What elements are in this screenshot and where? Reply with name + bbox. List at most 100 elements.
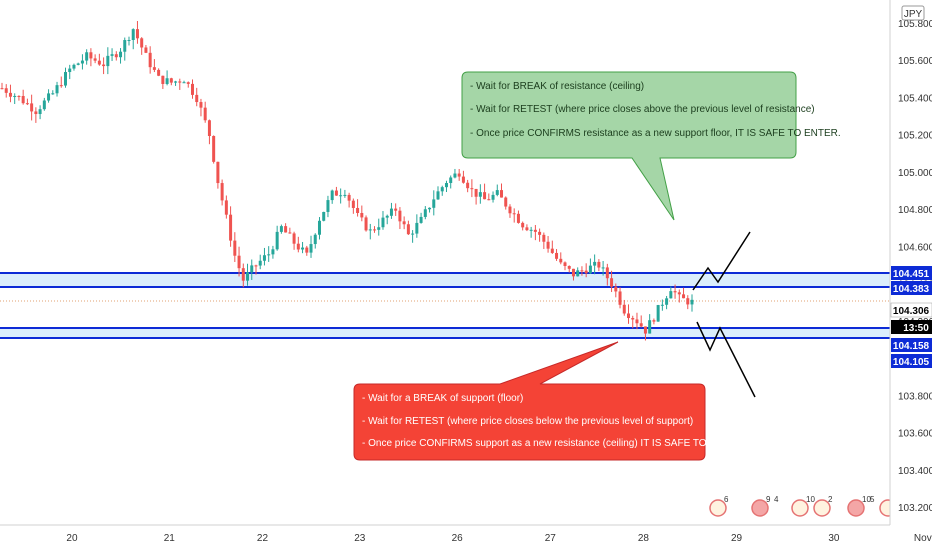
support-callout[interactable]: - Wait for a BREAK of support (floor) - … [353,341,746,461]
candle-body [13,95,17,97]
us-flag-icon[interactable] [847,499,865,517]
candle-body [508,206,512,214]
candle-body [51,93,55,95]
candle-body [478,192,482,197]
candle-body [309,244,313,253]
candle-body [140,38,144,48]
candle-body [186,82,190,84]
price-axis[interactable] [890,0,932,525]
candle-body [224,200,228,215]
candle-body [305,247,309,253]
candle-body [343,194,347,196]
candle-body [317,220,321,235]
currency-badge-box[interactable] [901,5,925,21]
event-icon[interactable] [791,499,809,517]
candle-body [262,255,266,261]
y-tick-label: 105.000 [898,168,932,179]
resistance-callout[interactable]: - Wait for BREAK of resistance (ceiling)… [461,71,841,221]
candle-body [68,68,72,73]
bullish-scenario-line[interactable] [692,231,751,291]
price-tag-label: 104.306 [893,306,930,317]
candle-body [267,254,271,256]
candle-body [432,199,436,208]
candle-body [296,243,300,250]
candle-body [635,319,639,324]
candle-body [212,136,216,162]
event-icon[interactable] [813,499,831,517]
candle-body [110,54,114,56]
candle-body [258,260,262,266]
candle-body [639,323,643,327]
candle-body [512,213,516,215]
candle-body [288,232,292,234]
candle-body [313,234,317,245]
candle-body [190,83,194,95]
price-tag-label: 104.158 [893,341,930,352]
candle-body [233,240,237,256]
candle-body [571,268,575,277]
resistance-callout-line-1: - Wait for BREAK of resistance (ceiling) [470,81,644,92]
candle-body [656,305,660,322]
candle-body [17,95,21,97]
candle-body [254,265,258,267]
candle-body [38,109,42,115]
candle-body [495,190,499,195]
candle-body [457,173,461,177]
candle-body [97,60,101,65]
event-count: 10 [806,495,815,504]
y-tick-label: 105.200 [898,131,932,142]
candle-body [250,265,254,273]
y-tick-label: 103.600 [898,429,932,440]
candle-body [444,183,448,188]
candle-body [63,72,67,86]
candle-body [0,88,4,90]
candle-body [550,248,554,253]
candle-body [127,39,131,41]
price-tag-104158: 104.158 [891,338,932,352]
x-tick-label: 26 [452,533,464,544]
candle-body [470,188,474,190]
candle-body [419,216,423,223]
event-icon[interactable] [709,499,727,517]
candle-body [690,299,694,305]
candle-body [106,55,110,67]
candle-body [643,326,647,334]
y-tick-label: 105.800 [898,19,932,30]
candle-body [229,214,233,241]
candle-body [322,211,326,221]
candle-body [330,190,334,201]
candle-body [148,52,152,68]
candle-body [21,95,25,104]
candle-body [504,197,508,207]
candle-body [178,81,182,83]
candles [0,21,694,341]
candle-body [533,229,537,232]
time-axis[interactable] [0,525,932,550]
x-tick-label: 23 [354,533,366,544]
resistance-zone [0,273,890,287]
candle-body [351,200,355,208]
y-tick-label: 103.800 [898,391,932,402]
bearish-scenario-line[interactable] [696,321,756,398]
candle-body [580,270,584,272]
candle-body [89,52,93,59]
candle-body [576,270,580,277]
candle-body [423,209,427,217]
time-badge: 13:50 [891,320,932,334]
candle-body [597,261,601,268]
candle-body [686,298,690,305]
x-tick-label: 29 [731,533,743,544]
us-flag-icon[interactable] [751,499,769,517]
candle-body [47,93,51,101]
currency-badge: JPY [904,9,923,20]
candle-body [207,120,211,137]
candle-body [559,258,563,263]
support-callout-line-1: - Wait for a BREAK of support (floor) [362,393,523,404]
x-tick-label: Nov [914,533,932,544]
candle-body [93,58,97,61]
candle-body [161,75,165,84]
candle-body [76,63,80,65]
candle-body [72,64,76,69]
candle-body [246,272,250,281]
